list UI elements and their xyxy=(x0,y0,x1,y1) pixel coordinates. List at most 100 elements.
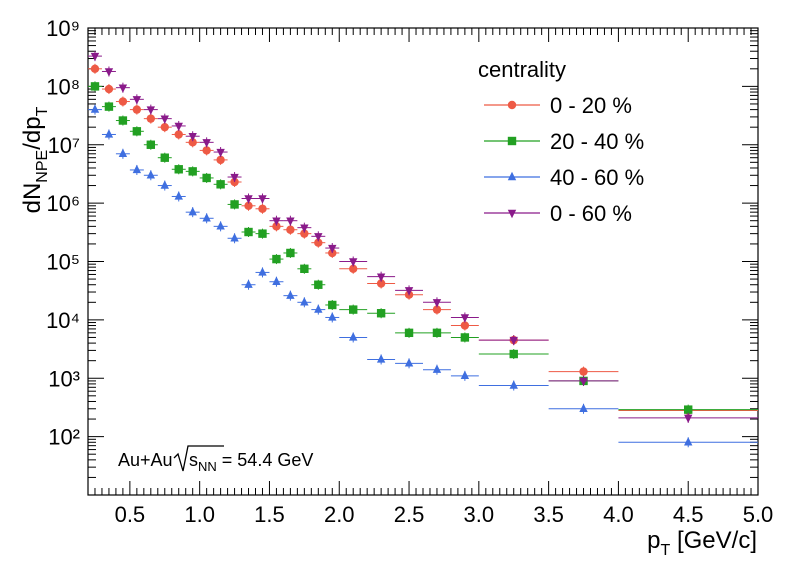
x-tick-label: 3.5 xyxy=(533,502,564,527)
data-point xyxy=(202,146,211,155)
data-point xyxy=(328,312,337,321)
x-tick-label: 3.0 xyxy=(464,502,495,527)
y-tick-label: 10⁷ xyxy=(48,133,80,158)
y-tick-label: 10⁶ xyxy=(46,191,80,216)
legend: centrality 0 - 20 % 20 - 40 % 40 - 60 % 0 -… xyxy=(478,57,644,226)
x-tick-label: 1.5 xyxy=(254,502,285,527)
data-point xyxy=(300,224,309,233)
x-tick-label: 5.0 xyxy=(743,502,774,527)
data-point xyxy=(286,290,295,299)
data-point xyxy=(328,244,337,254)
y-tick-label: 10⁵ xyxy=(46,250,80,275)
data-point xyxy=(272,254,281,264)
data-series xyxy=(88,51,758,448)
legend-label: 20 - 40 % xyxy=(550,129,644,154)
data-point xyxy=(118,97,128,106)
data-point xyxy=(244,279,253,288)
data-point xyxy=(376,273,386,282)
data-point xyxy=(460,333,470,342)
data-point xyxy=(300,229,309,238)
data-point xyxy=(104,68,114,77)
data-point xyxy=(258,229,267,238)
collision-annotation: Au+Au sNN = 54.4 GeV xyxy=(118,445,313,474)
data-point xyxy=(509,349,518,359)
data-point xyxy=(230,200,239,209)
legend-label: 0 - 20 % xyxy=(550,93,632,118)
svg-text:sNN = 54.4 GeV: sNN = 54.4 GeV xyxy=(189,450,313,474)
data-point xyxy=(460,321,470,330)
data-point xyxy=(188,206,197,216)
legend-marker xyxy=(507,136,517,146)
data-point xyxy=(579,403,588,412)
y-tick-label: 10⁸ xyxy=(46,74,80,99)
legend-title: centrality xyxy=(478,57,566,82)
y-tick-label: 10⁴ xyxy=(46,308,80,333)
data-point xyxy=(272,276,281,285)
data-point xyxy=(174,130,183,139)
data-point xyxy=(104,102,114,111)
data-point xyxy=(146,114,156,123)
data-point xyxy=(160,122,169,132)
data-point xyxy=(90,82,100,91)
axis-ticks: 0.5 1.0 1.5 2.0 2.5 3.0 3.5 4.0 4.5 5.0 10² 10³ 10⁴ 1… xyxy=(46,16,773,527)
data-point xyxy=(188,167,197,176)
data-point xyxy=(349,305,358,314)
data-point xyxy=(188,138,197,147)
y-tick-label: 10³ xyxy=(48,366,80,391)
legend-marker xyxy=(507,100,517,110)
data-point xyxy=(90,64,100,74)
x-tick-label: 0.5 xyxy=(115,502,146,527)
data-point xyxy=(376,309,386,318)
data-point xyxy=(286,217,295,226)
data-point xyxy=(684,437,693,446)
x-tick-label: 4.0 xyxy=(603,502,634,527)
data-point xyxy=(118,116,128,125)
data-point xyxy=(216,180,225,189)
data-point xyxy=(160,180,169,189)
data-point xyxy=(188,133,197,142)
data-point xyxy=(404,287,414,296)
data-point xyxy=(160,115,169,124)
data-point xyxy=(286,248,295,258)
data-point xyxy=(314,304,323,313)
data-point xyxy=(314,238,323,247)
data-point xyxy=(376,279,386,288)
data-point xyxy=(258,195,267,204)
x-axis-title: pT [GeV/c] xyxy=(647,527,757,559)
data-point xyxy=(132,96,142,105)
data-point xyxy=(90,104,100,113)
series-4 xyxy=(88,51,758,424)
data-point xyxy=(404,328,414,338)
x-tick-label: 2.5 xyxy=(394,502,425,527)
data-point xyxy=(104,84,114,94)
data-point xyxy=(314,280,323,289)
data-point xyxy=(432,328,442,338)
data-point xyxy=(202,213,211,222)
data-point xyxy=(349,332,358,341)
data-point xyxy=(230,233,239,242)
data-point xyxy=(244,227,253,237)
data-point xyxy=(244,201,253,210)
data-point xyxy=(579,377,588,387)
data-point xyxy=(460,314,470,323)
data-point xyxy=(272,222,281,231)
x-tick-label: 1.0 xyxy=(184,502,215,527)
data-point xyxy=(202,139,211,148)
data-point xyxy=(286,225,295,234)
data-point xyxy=(132,127,142,136)
data-point xyxy=(132,164,142,174)
legend-label: 40 - 60 % xyxy=(550,165,644,190)
data-point xyxy=(174,122,183,132)
data-point xyxy=(684,414,693,424)
sqrt-symbol xyxy=(173,445,224,472)
data-point xyxy=(90,52,100,62)
x-tick-label: 4.5 xyxy=(673,502,704,527)
data-point xyxy=(216,221,225,230)
data-point xyxy=(118,148,128,157)
data-point xyxy=(300,297,309,306)
data-point xyxy=(432,305,442,314)
data-point xyxy=(174,191,183,200)
data-point xyxy=(349,258,358,267)
legend-label: 0 - 60 % xyxy=(550,201,632,226)
